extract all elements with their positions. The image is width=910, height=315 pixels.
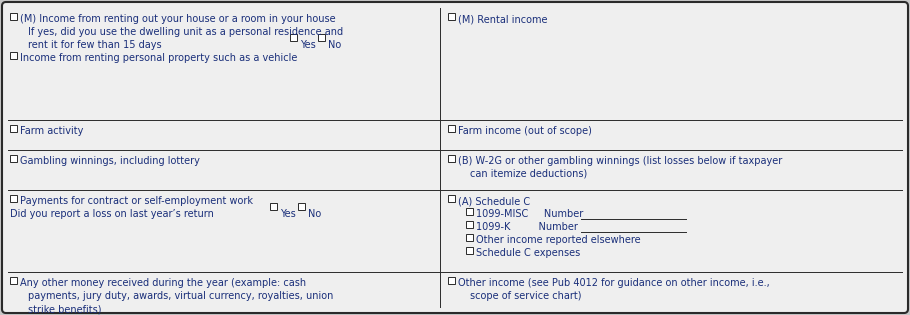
Bar xyxy=(466,247,473,254)
Bar xyxy=(10,195,17,202)
Text: Other income reported elsewhere: Other income reported elsewhere xyxy=(476,235,641,245)
Text: payments, jury duty, awards, virtual currency, royalties, union: payments, jury duty, awards, virtual cur… xyxy=(28,291,333,301)
Text: No: No xyxy=(328,40,341,50)
Text: (B) W-2G or other gambling winnings (list losses below if taxpayer: (B) W-2G or other gambling winnings (lis… xyxy=(458,156,783,166)
Bar xyxy=(10,125,17,132)
Text: 1099-MISC     Number: 1099-MISC Number xyxy=(476,209,583,219)
Bar xyxy=(10,52,17,59)
Text: Gambling winnings, including lottery: Gambling winnings, including lottery xyxy=(20,156,200,166)
Text: Farm income (out of scope): Farm income (out of scope) xyxy=(458,126,592,136)
Text: Any other money received during the year (example: cash: Any other money received during the year… xyxy=(20,278,306,288)
Text: Yes: Yes xyxy=(300,40,316,50)
Bar xyxy=(298,203,305,210)
Text: Did you report a loss on last year’s return: Did you report a loss on last year’s ret… xyxy=(10,209,214,219)
Text: Yes: Yes xyxy=(280,209,296,219)
Bar xyxy=(448,125,455,132)
Text: (A) Schedule C: (A) Schedule C xyxy=(458,196,531,206)
Bar xyxy=(270,203,277,210)
Bar xyxy=(290,34,297,41)
Text: strike benefits): strike benefits) xyxy=(28,304,102,314)
Text: Schedule C expenses: Schedule C expenses xyxy=(476,248,581,258)
Text: Income from renting personal property such as a vehicle: Income from renting personal property su… xyxy=(20,53,298,63)
Bar xyxy=(448,13,455,20)
Text: If yes, did you use the dwelling unit as a personal residence and: If yes, did you use the dwelling unit as… xyxy=(28,27,343,37)
Bar xyxy=(10,155,17,162)
Bar xyxy=(448,277,455,284)
Bar xyxy=(448,155,455,162)
Text: Payments for contract or self-employment work: Payments for contract or self-employment… xyxy=(20,196,253,206)
Bar xyxy=(10,277,17,284)
Text: Farm activity: Farm activity xyxy=(20,126,84,136)
Bar xyxy=(466,234,473,241)
Bar xyxy=(466,221,473,228)
Text: (M) Income from renting out your house or a room in your house: (M) Income from renting out your house o… xyxy=(20,14,336,24)
Text: rent it for few than 15 days: rent it for few than 15 days xyxy=(28,40,162,50)
Text: 1099-K         Number: 1099-K Number xyxy=(476,222,578,232)
Text: can itemize deductions): can itemize deductions) xyxy=(470,169,587,179)
Bar xyxy=(10,13,17,20)
Text: (M) Rental income: (M) Rental income xyxy=(458,14,548,24)
Text: No: No xyxy=(308,209,321,219)
Bar xyxy=(466,208,473,215)
Text: scope of service chart): scope of service chart) xyxy=(470,291,581,301)
Text: Other income (see Pub 4012 for guidance on other income, i.e.,: Other income (see Pub 4012 for guidance … xyxy=(458,278,770,288)
Bar xyxy=(318,34,325,41)
Bar xyxy=(448,195,455,202)
